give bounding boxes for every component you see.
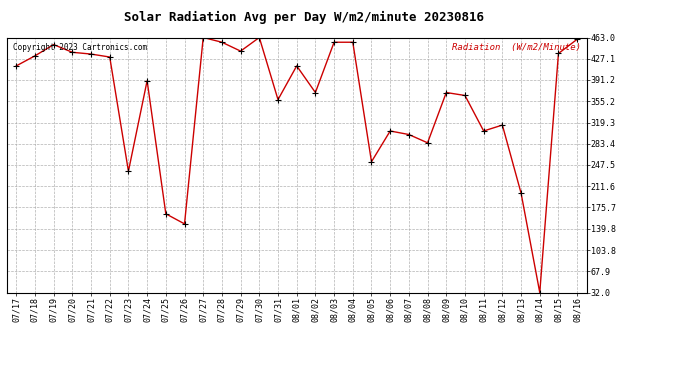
Text: Copyright 2023 Cartronics.com: Copyright 2023 Cartronics.com (12, 43, 147, 52)
Text: Radiation  (W/m2/Minute): Radiation (W/m2/Minute) (452, 43, 581, 52)
Text: Solar Radiation Avg per Day W/m2/minute 20230816: Solar Radiation Avg per Day W/m2/minute … (124, 11, 484, 24)
